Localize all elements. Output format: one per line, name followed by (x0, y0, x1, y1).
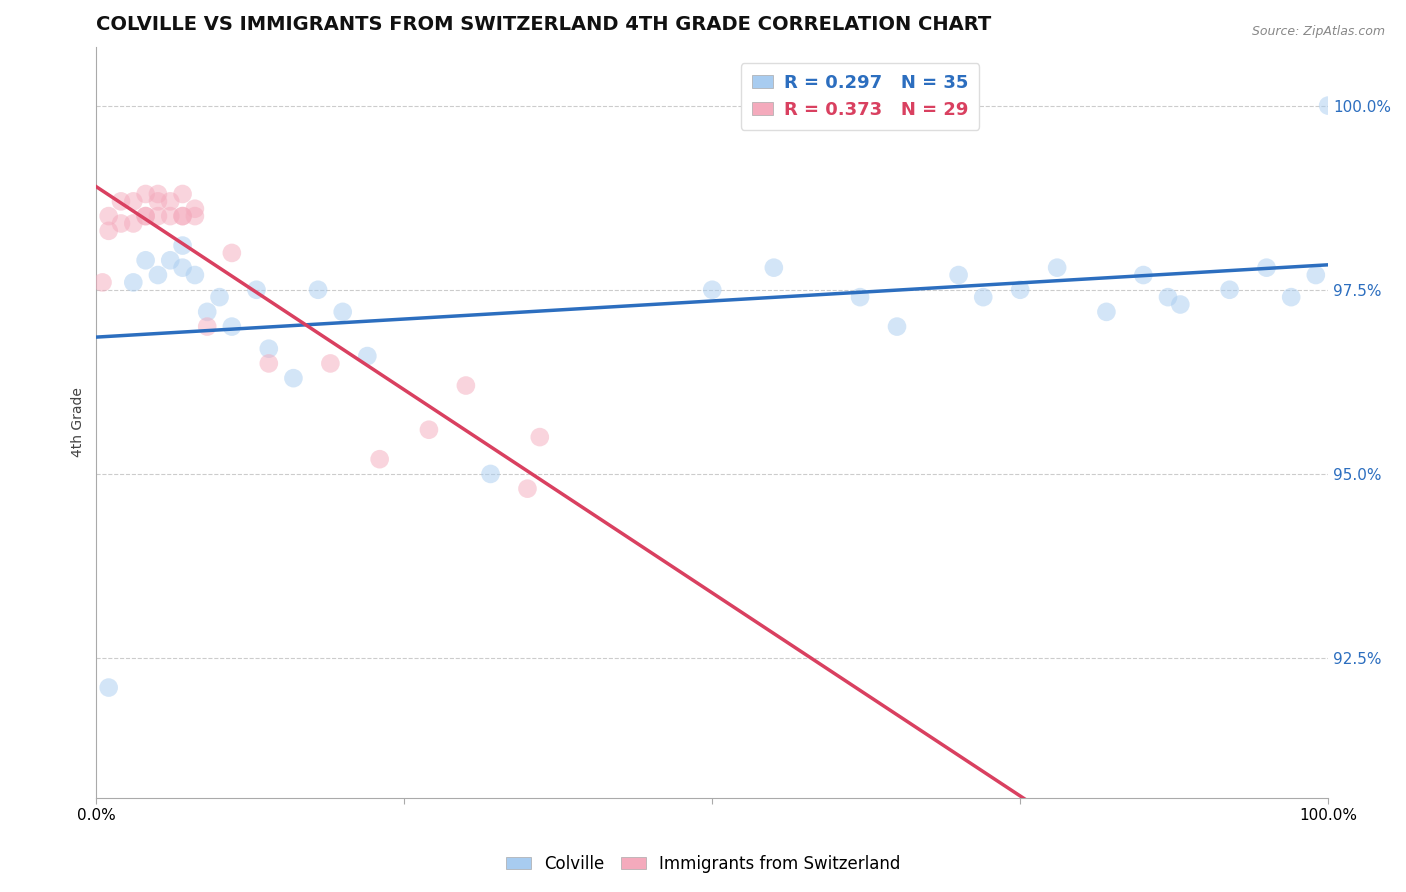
Point (948, 268, 970, 282)
Point (454, 378, 477, 392)
Point (368, 452, 391, 467)
Legend: Colville, Immigrants from Switzerland: Colville, Immigrants from Switzerland (499, 848, 907, 880)
Point (172, 260, 194, 275)
Point (307, 283, 329, 297)
Point (1168, 297, 1191, 311)
Point (97, 209, 120, 223)
Y-axis label: 4th Grade: 4th Grade (72, 387, 86, 458)
Point (184, 268, 207, 282)
Point (1132, 268, 1154, 282)
Point (516, 482, 538, 496)
Point (172, 209, 194, 223)
Point (135, 186, 157, 201)
Point (479, 467, 502, 481)
Point (195, 305, 218, 319)
Point (97, 224, 120, 238)
Point (172, 209, 194, 223)
Point (849, 290, 872, 304)
Point (97, 681, 120, 695)
Point (245, 283, 267, 297)
Text: Source: ZipAtlas.com: Source: ZipAtlas.com (1251, 25, 1385, 38)
Point (283, 371, 305, 385)
Point (110, 217, 132, 231)
Point (1046, 260, 1069, 275)
Point (146, 194, 169, 209)
Point (332, 305, 354, 319)
Point (195, 319, 218, 334)
Point (1157, 290, 1180, 304)
Point (122, 194, 145, 209)
Point (972, 290, 994, 304)
Point (1305, 268, 1327, 282)
Point (529, 430, 551, 444)
Point (184, 202, 207, 216)
Point (762, 260, 785, 275)
Point (1095, 305, 1118, 319)
Point (135, 253, 157, 268)
Point (146, 268, 169, 282)
Point (257, 356, 280, 370)
Point (356, 349, 378, 363)
Point (1317, 98, 1340, 112)
Point (1219, 283, 1241, 297)
Point (418, 423, 440, 437)
Point (221, 319, 243, 334)
Point (122, 276, 145, 290)
Point (146, 209, 169, 223)
Point (1256, 260, 1278, 275)
Point (257, 342, 280, 356)
Text: COLVILLE VS IMMIGRANTS FROM SWITZERLAND 4TH GRADE CORRELATION CHART: COLVILLE VS IMMIGRANTS FROM SWITZERLAND … (97, 15, 991, 34)
Point (91, 276, 114, 290)
Point (122, 217, 145, 231)
Point (146, 186, 169, 201)
Point (172, 238, 194, 252)
Point (184, 209, 207, 223)
Point (159, 194, 181, 209)
Point (208, 290, 231, 304)
Point (319, 356, 342, 370)
Point (159, 253, 181, 268)
Point (221, 246, 243, 260)
Point (135, 209, 157, 223)
Point (886, 319, 908, 334)
Legend: R = 0.297   N = 35, R = 0.373   N = 29: R = 0.297 N = 35, R = 0.373 N = 29 (741, 63, 980, 130)
Point (1010, 283, 1032, 297)
Point (135, 209, 157, 223)
Point (1279, 290, 1302, 304)
Point (159, 209, 181, 223)
Point (110, 194, 132, 209)
Point (172, 186, 194, 201)
Point (702, 283, 724, 297)
